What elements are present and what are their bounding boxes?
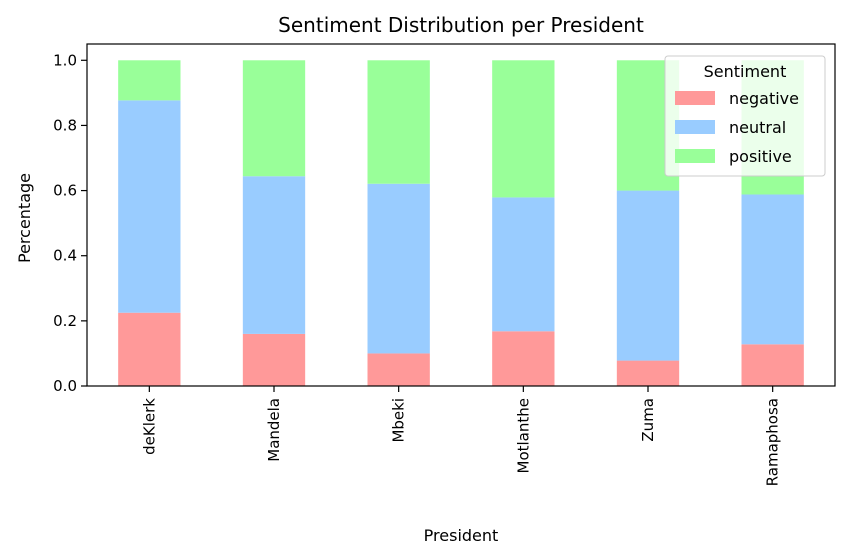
y-tick-label: 0.0	[53, 377, 77, 395]
x-tick-label-mbeki: Mbeki	[390, 398, 408, 443]
x-axis-label: President	[424, 526, 499, 545]
bar-neutral-zuma	[616, 190, 680, 361]
bar-negative-zuma	[616, 360, 680, 386]
y-tick-label: 0.2	[53, 312, 77, 330]
x-axis: deKlerk Mandela Mbeki Motlanthe Zuma Ramaphos…	[140, 386, 782, 486]
legend-box	[664, 55, 826, 177]
x-tick-label-mandela: Mandela	[265, 398, 283, 462]
bar-positive-deklerk	[118, 60, 181, 101]
bar-neutral-mbeki	[367, 183, 430, 354]
x-tick-label-deklerk: deKlerk	[140, 398, 158, 455]
legend-swatch-neutral	[675, 120, 715, 134]
legend-label-positive: positive	[729, 147, 792, 166]
x-tick-label-ramaphosa: Ramaphosa	[764, 398, 782, 486]
legend-title: Sentiment	[704, 62, 787, 81]
bars-group	[118, 60, 804, 386]
legend-swatch-negative	[675, 91, 715, 105]
bar-positive-mbeki	[367, 60, 430, 184]
chart-title: Sentiment Distribution per President	[278, 13, 644, 37]
bar-negative-mandela	[242, 333, 306, 386]
bar-neutral-ramaphosa	[741, 194, 804, 345]
bar-negative-deklerk	[118, 312, 181, 386]
bar-neutral-deklerk	[118, 100, 181, 313]
plot-frame	[86, 43, 836, 387]
bar-positive-mandela	[242, 60, 306, 177]
bar-neutral-motlanthe	[492, 197, 555, 332]
y-tick-label: 0.8	[53, 116, 77, 134]
y-tick-label: 0.4	[53, 247, 77, 265]
y-axis: 0.0 0.2 0.4 0.6 0.8 1.0	[53, 51, 87, 395]
bar-positive-motlanthe	[492, 60, 555, 198]
y-axis-label: Percentage	[15, 173, 34, 263]
y-tick-label: 1.0	[53, 51, 77, 69]
x-tick-label-zuma: Zuma	[639, 398, 657, 442]
x-tick-label-motlanthe: Motlanthe	[514, 398, 532, 473]
legend-swatch-positive	[675, 149, 715, 163]
bar-negative-motlanthe	[492, 331, 555, 386]
legend: Sentiment negative neutral positive	[664, 55, 826, 177]
bar-negative-mbeki	[367, 353, 430, 386]
y-tick-label: 0.6	[53, 182, 77, 200]
legend-label-neutral: neutral	[729, 118, 786, 137]
legend-label-negative: negative	[729, 89, 799, 108]
bar-negative-ramaphosa	[741, 344, 804, 386]
bar-neutral-mandela	[242, 176, 306, 334]
